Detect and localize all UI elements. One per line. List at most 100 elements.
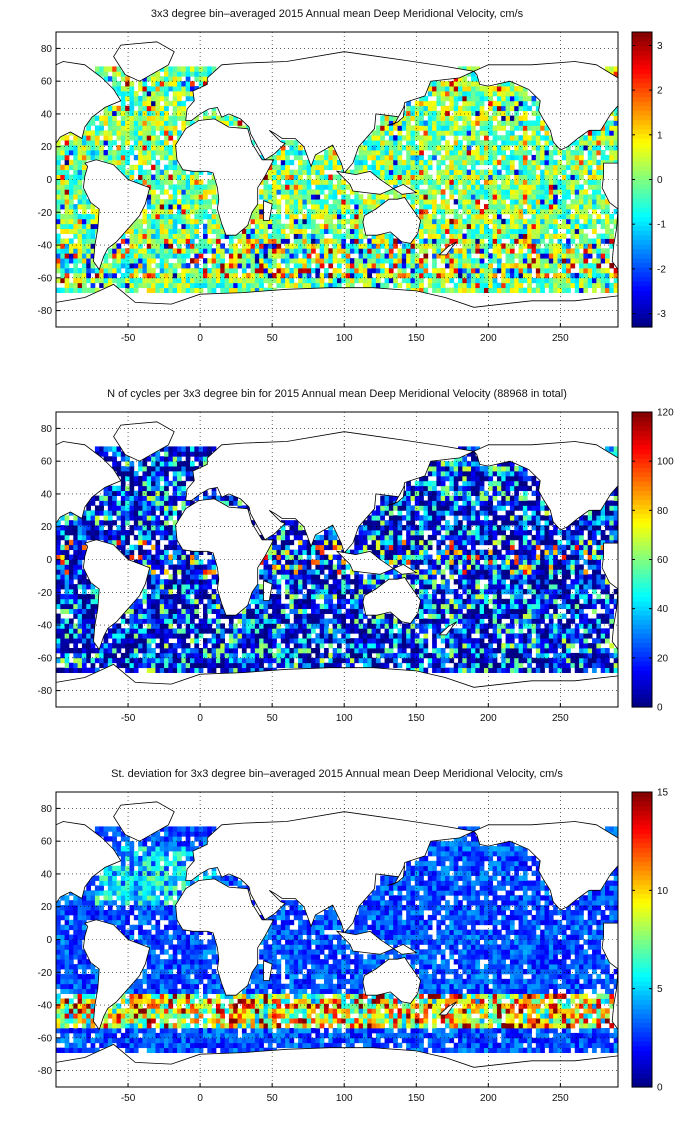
heatmap-cell	[467, 199, 472, 204]
heatmap-cell	[65, 560, 70, 565]
heatmap-cell	[138, 510, 143, 515]
heatmap-cell	[129, 530, 134, 535]
heatmap-cell	[471, 81, 476, 86]
heatmap-cell	[462, 76, 467, 81]
heatmap-cell	[557, 204, 562, 209]
colorbar-segment	[632, 290, 652, 295]
heatmap-cell	[95, 520, 100, 525]
heatmap-cell	[233, 668, 238, 673]
heatmap-cell	[60, 609, 65, 614]
heatmap-cell	[86, 584, 91, 589]
heatmap-cell	[497, 96, 502, 101]
heatmap-cell	[480, 170, 485, 175]
heatmap-cell	[229, 638, 234, 643]
heatmap-cell	[65, 584, 70, 589]
heatmap-cell	[164, 456, 169, 461]
heatmap-cell	[575, 189, 580, 194]
heatmap-cell	[557, 273, 562, 278]
heatmap-cell	[142, 209, 147, 214]
heatmap-cell	[251, 268, 256, 273]
heatmap-cell	[160, 268, 165, 273]
heatmap-cell	[311, 214, 316, 219]
heatmap-cell	[445, 175, 450, 180]
heatmap-cell	[480, 101, 485, 106]
heatmap-cell	[545, 145, 550, 150]
heatmap-cell	[532, 239, 537, 244]
heatmap-cell	[95, 116, 100, 121]
heatmap-cell	[596, 239, 601, 244]
heatmap-cell	[315, 189, 320, 194]
heatmap-cell	[151, 594, 156, 599]
heatmap-cell	[354, 199, 359, 204]
heatmap-cell	[289, 140, 294, 145]
heatmap-cell	[168, 145, 173, 150]
heatmap-cell	[441, 101, 446, 106]
heatmap-cell	[203, 658, 208, 663]
heatmap-cell	[155, 184, 160, 189]
heatmap-cell	[134, 253, 139, 258]
heatmap-cell	[458, 116, 463, 121]
heatmap-cell	[441, 86, 446, 91]
heatmap-cell	[493, 243, 498, 248]
heatmap-cell	[307, 243, 312, 248]
heatmap-cell	[475, 135, 480, 140]
heatmap-cell	[233, 258, 238, 263]
heatmap-cell	[125, 540, 130, 545]
heatmap-cell	[229, 628, 234, 633]
heatmap-cell	[532, 248, 537, 253]
heatmap-cell	[423, 268, 428, 273]
heatmap-cell	[501, 219, 506, 224]
heatmap-cell	[216, 229, 221, 234]
heatmap-cell	[264, 243, 269, 248]
heatmap-cell	[168, 263, 173, 268]
heatmap-cell	[134, 515, 139, 520]
heatmap-cell	[445, 180, 450, 185]
heatmap-cell	[432, 121, 437, 126]
heatmap-cell	[147, 288, 152, 293]
heatmap-cell	[549, 180, 554, 185]
heatmap-cell	[510, 96, 515, 101]
heatmap-cell	[177, 116, 182, 121]
heatmap-cell	[462, 288, 467, 293]
heatmap-cell	[462, 258, 467, 263]
heatmap-cell	[328, 278, 333, 283]
heatmap-cell	[294, 224, 299, 229]
heatmap-cell	[445, 288, 450, 293]
heatmap-cell	[117, 451, 122, 456]
heatmap-cell	[164, 515, 169, 520]
heatmap-cell	[605, 278, 610, 283]
heatmap-cell	[294, 194, 299, 199]
heatmap-cell	[423, 125, 428, 130]
heatmap-cell	[441, 170, 446, 175]
heatmap-cell	[117, 535, 122, 540]
heatmap-cell	[138, 486, 143, 491]
heatmap-cell	[56, 258, 61, 263]
heatmap-cell	[65, 199, 70, 204]
heatmap-cell	[151, 150, 156, 155]
heatmap-cell	[164, 658, 169, 663]
heatmap-cell	[272, 229, 277, 234]
heatmap-cell	[112, 263, 117, 268]
heatmap-cell	[220, 658, 225, 663]
heatmap-cell	[138, 101, 143, 106]
heatmap-cell	[302, 248, 307, 253]
heatmap-cell	[164, 461, 169, 466]
colorbar-tick-label: -3	[657, 309, 666, 320]
heatmap-cell	[579, 170, 584, 175]
heatmap-cell	[536, 140, 541, 145]
heatmap-cell	[190, 619, 195, 624]
heatmap-cell	[56, 648, 61, 653]
heatmap-cell	[324, 209, 329, 214]
heatmap-cell	[155, 658, 160, 663]
heatmap-cell	[579, 268, 584, 273]
heatmap-cell	[207, 628, 212, 633]
heatmap-cell	[449, 209, 454, 214]
heatmap-cell	[121, 619, 126, 624]
heatmap-cell	[121, 135, 126, 140]
colorbar-segment	[632, 221, 652, 226]
heatmap-cell	[147, 501, 152, 506]
heatmap-cell	[186, 76, 191, 81]
heatmap-cell	[540, 170, 545, 175]
heatmap-cell	[233, 638, 238, 643]
heatmap-cell	[302, 214, 307, 219]
